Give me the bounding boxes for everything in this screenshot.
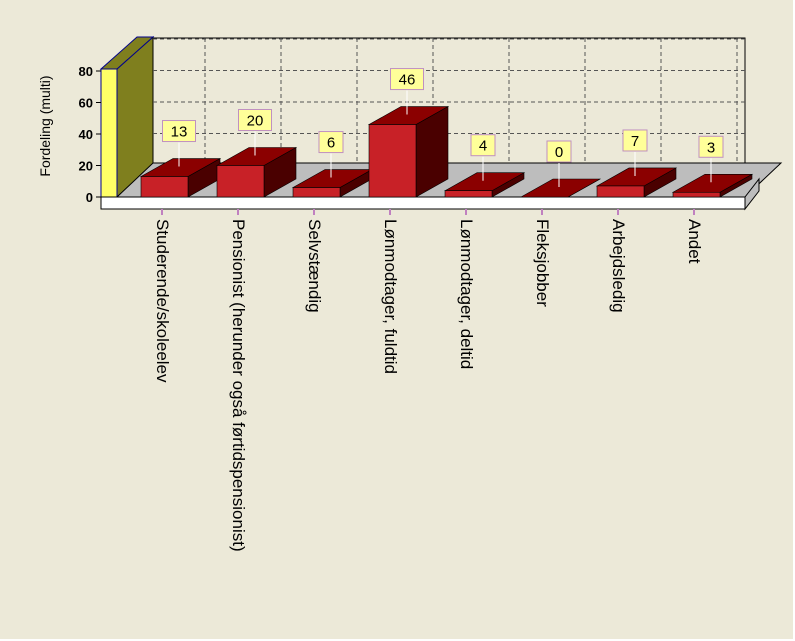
bar <box>216 165 265 198</box>
data-label: 13 <box>171 124 188 141</box>
category-label: Lønmodtager, fuldtid <box>381 219 400 374</box>
y-tick-label: 0 <box>86 190 93 205</box>
category-label: Arbejdsledig <box>609 219 628 313</box>
data-label-box <box>318 131 344 154</box>
data-label: 20 <box>247 113 264 130</box>
bar-top <box>519 178 602 198</box>
floor-side <box>744 177 760 211</box>
data-label-box <box>622 129 648 152</box>
category-label: Fleksjobber <box>533 219 552 307</box>
bar <box>444 190 493 198</box>
category-label: Andet <box>685 219 704 264</box>
y-tick-label: 20 <box>79 159 93 174</box>
bar <box>672 191 721 198</box>
category-label: Lønmodtager, deltid <box>457 219 476 369</box>
y-axis-title: Fordeling (multi) <box>37 75 53 176</box>
y-tick-label: 60 <box>79 96 93 111</box>
data-label-box <box>470 134 496 157</box>
axis-wall-front <box>100 68 118 210</box>
y-tick-label: 40 <box>79 127 93 142</box>
category-label: Pensionist (herunder også førtidspension… <box>229 219 248 552</box>
data-label: 46 <box>399 72 416 89</box>
data-label-box <box>698 135 724 158</box>
data-label: 4 <box>479 138 487 155</box>
data-label-box <box>238 109 272 131</box>
data-label-box <box>546 140 572 163</box>
data-label-box <box>162 120 196 143</box>
y-tick-label: 80 <box>79 64 93 79</box>
bar <box>596 185 645 198</box>
category-label: Studerende/skoleelev <box>153 219 172 383</box>
data-label: 6 <box>327 135 335 152</box>
bar <box>368 124 417 198</box>
data-label-box <box>390 68 424 91</box>
bar <box>292 187 341 198</box>
floor-front <box>100 196 746 210</box>
data-label: 3 <box>707 139 715 156</box>
data-label: 0 <box>555 144 563 161</box>
category-label: Selvstændig <box>305 219 324 313</box>
bar <box>140 176 189 198</box>
data-label: 7 <box>631 133 639 150</box>
